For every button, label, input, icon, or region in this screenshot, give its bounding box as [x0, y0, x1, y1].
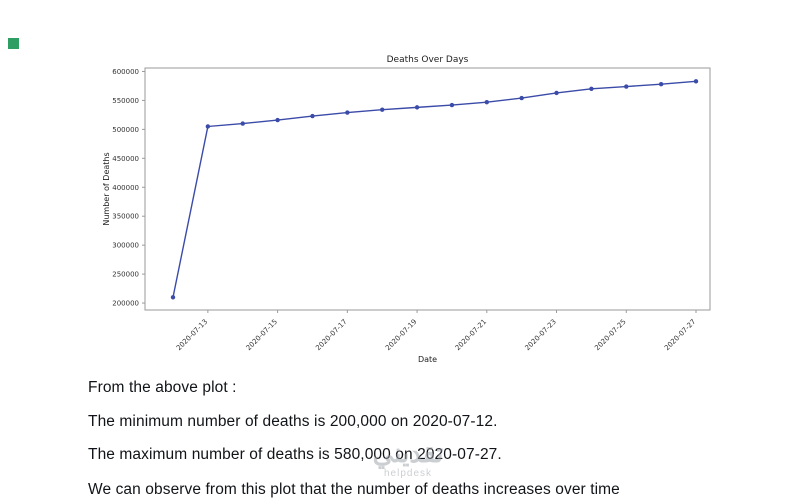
svg-text:2020-07-25: 2020-07-25 — [593, 318, 627, 352]
svg-text:200000: 200000 — [112, 300, 139, 308]
svg-text:350000: 350000 — [112, 213, 139, 221]
svg-text:2020-07-21: 2020-07-21 — [454, 318, 488, 352]
svg-text:Date: Date — [418, 355, 437, 364]
svg-text:2020-07-23: 2020-07-23 — [524, 318, 558, 352]
svg-text:300000: 300000 — [112, 242, 139, 250]
svg-text:600000: 600000 — [112, 68, 139, 76]
svg-text:Deaths Over Days: Deaths Over Days — [387, 55, 469, 65]
svg-text:450000: 450000 — [112, 155, 139, 163]
corner-green-square — [8, 38, 19, 49]
svg-text:250000: 250000 — [112, 271, 139, 279]
analysis-line-observation: We can observe from this plot that the n… — [88, 481, 620, 498]
svg-text:2020-07-13: 2020-07-13 — [175, 318, 209, 352]
watermark-latin-text: helpdesk — [383, 468, 433, 479]
svg-text:500000: 500000 — [112, 126, 139, 134]
svg-text:400000: 400000 — [112, 184, 139, 192]
deaths-over-days-chart: Deaths Over Days 200000 250000 300000 350000… — [95, 52, 720, 367]
analysis-line-intro: From the above plot : — [88, 379, 237, 396]
analysis-line-maximum: The maximum number of deaths is 580,000 … — [88, 446, 502, 463]
line-chart-svg: Deaths Over Days 200000 250000 300000 350000… — [102, 55, 711, 364]
svg-text:2020-07-17: 2020-07-17 — [314, 318, 348, 352]
svg-text:2020-07-27: 2020-07-27 — [663, 318, 697, 352]
svg-text:2020-07-19: 2020-07-19 — [384, 318, 418, 352]
svg-text:550000: 550000 — [112, 97, 139, 105]
analysis-line-minimum: The minimum number of deaths is 200,000 … — [88, 413, 498, 430]
svg-text:Number of Deaths: Number of Deaths — [102, 152, 111, 225]
svg-text:2020-07-15: 2020-07-15 — [245, 318, 279, 352]
